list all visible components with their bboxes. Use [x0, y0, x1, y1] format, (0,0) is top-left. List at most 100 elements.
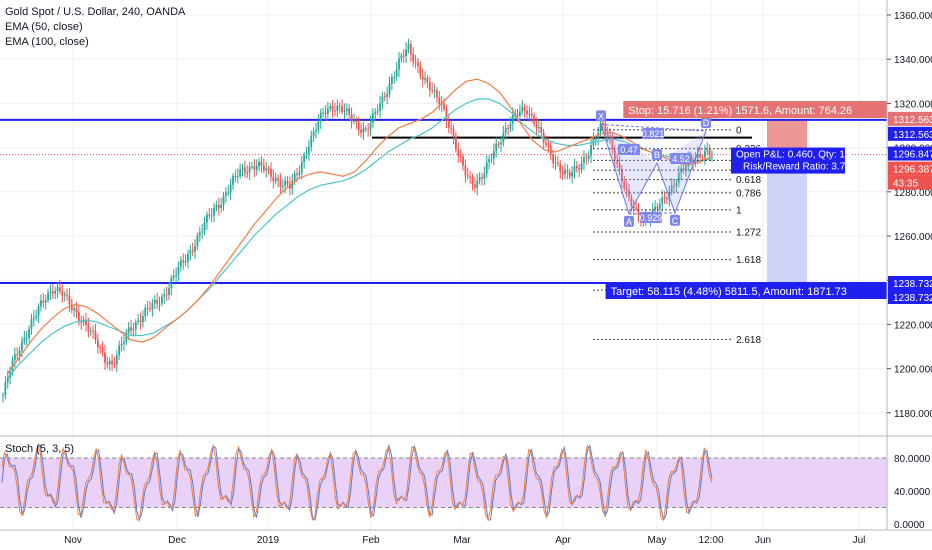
candle-body [587, 155, 590, 159]
harmonic-ratio-box [618, 144, 640, 155]
candle-body [459, 155, 462, 157]
price-tick-label: 1220.000 [894, 320, 932, 331]
candles [2, 38, 713, 403]
candle-body [317, 121, 320, 131]
candle-body [426, 78, 429, 83]
candle-body [696, 153, 699, 158]
candle-body [326, 108, 329, 114]
candle-body [220, 204, 223, 208]
time-tick-label: Feb [362, 535, 380, 546]
candle-body [187, 253, 189, 262]
time-tick-label: Mar [453, 535, 471, 546]
harmonic-point-marker [670, 214, 680, 226]
candle-body [89, 330, 92, 332]
candle-body [272, 176, 275, 182]
candle-body [215, 204, 218, 208]
candle-body [222, 195, 225, 205]
candle-body [42, 300, 45, 303]
candle-body [452, 128, 455, 138]
candle-body [170, 277, 173, 289]
candle-body [44, 300, 47, 303]
candle-body [61, 291, 64, 296]
candle-body [142, 316, 144, 323]
candle-body [547, 144, 550, 146]
candle-body [182, 260, 185, 263]
stoch-d-line [1, 443, 713, 522]
candle-body [703, 151, 706, 158]
harmonic-ratio-label: 4.52 [672, 154, 690, 164]
candle-body [504, 128, 507, 134]
harmonic-legs [600, 124, 707, 216]
candle-body [433, 90, 436, 92]
candle-body [21, 341, 23, 351]
candle-body [417, 62, 419, 67]
candle-body [545, 142, 547, 145]
stop-label-box [623, 101, 887, 118]
candle-body [284, 180, 287, 186]
candle-body [507, 128, 509, 130]
candle-body [357, 122, 360, 130]
candle-body [277, 178, 279, 181]
candle-body [393, 76, 396, 78]
time-tick-label: Jul [853, 535, 866, 546]
time-tick-label: May [648, 535, 667, 546]
candle-body [227, 192, 230, 194]
candle-body [315, 130, 317, 132]
candle-body [6, 377, 9, 383]
candle-body [355, 120, 358, 123]
candle-body [575, 166, 578, 169]
candle-body [134, 321, 137, 330]
candle-body [523, 107, 526, 111]
candle-body [296, 173, 298, 175]
candle-body [196, 235, 199, 246]
candle-body [516, 113, 519, 116]
candle-body [497, 143, 500, 145]
axis-stop-tag-box [888, 111, 932, 126]
candle-body [386, 93, 389, 97]
candle-body [305, 153, 308, 156]
candle-body [353, 120, 355, 122]
candle-body [70, 304, 73, 311]
candle-body [533, 115, 536, 124]
candle-body [602, 123, 604, 125]
fib-level-label: 1.618 [736, 255, 761, 266]
candle-body [431, 89, 434, 91]
candle-body [319, 112, 322, 122]
candle-body [198, 232, 201, 236]
candle-body [201, 231, 204, 233]
candle-body [341, 106, 343, 112]
candle-body [414, 62, 417, 64]
candle-body [656, 206, 659, 209]
candle-body [85, 320, 87, 325]
candle-body [92, 330, 95, 332]
candle-body [18, 350, 21, 356]
candle-body [28, 329, 30, 338]
candle-body [246, 172, 249, 174]
stoch-k-line [1, 443, 713, 522]
pnl-box [731, 147, 845, 174]
candle-body [580, 163, 583, 170]
candle-body [120, 343, 123, 346]
candle-body [554, 162, 557, 164]
candle-body [447, 120, 450, 128]
harmonic-point-marker [596, 110, 606, 122]
candle-body [241, 167, 244, 170]
candle-body [30, 319, 33, 330]
candle-body [685, 165, 687, 170]
ema100-line [7, 98, 713, 378]
candle-body [611, 137, 614, 150]
price-tick-label: 1180.000 [894, 409, 932, 420]
candle-body [564, 170, 566, 175]
candle-body [372, 113, 374, 123]
candle-body [286, 180, 289, 184]
price-tick-label: 1320.000 [894, 99, 932, 110]
candle-body [573, 166, 576, 173]
candle-body [635, 207, 638, 209]
candle-body [469, 176, 472, 178]
candle-body [604, 123, 607, 134]
candle-body [369, 122, 372, 130]
candle-body [478, 177, 481, 181]
ema50-legend: EMA (50, close) [5, 21, 83, 33]
candle-body [96, 340, 99, 348]
